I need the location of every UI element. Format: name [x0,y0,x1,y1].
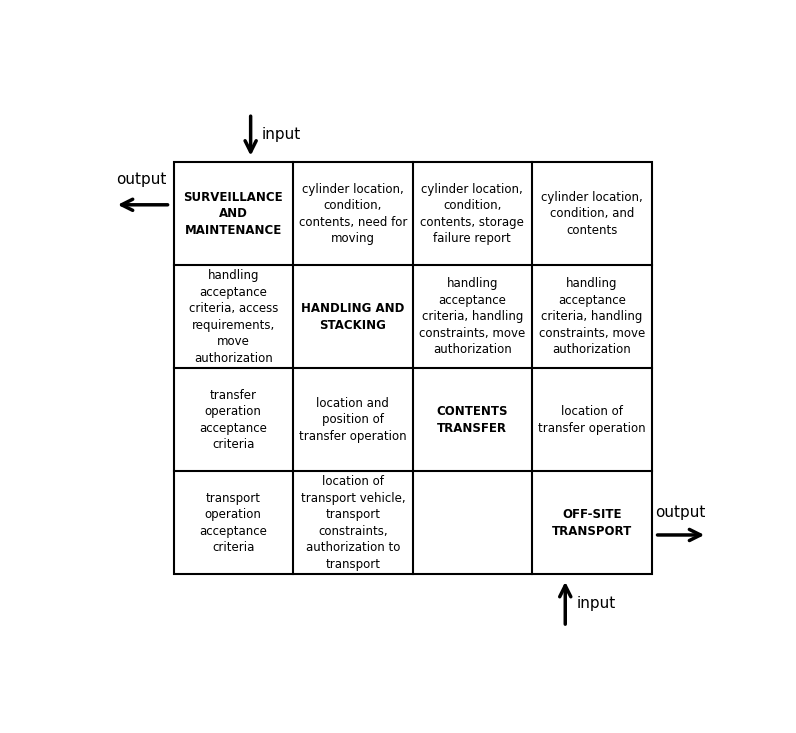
Text: handling
acceptance
criteria, handling
constraints, move
authorization: handling acceptance criteria, handling c… [539,278,645,356]
Text: handling
acceptance
criteria, handling
constraints, move
authorization: handling acceptance criteria, handling c… [419,278,525,356]
Text: cylinder location,
condition,
contents, storage
failure report: cylinder location, condition, contents, … [420,183,525,246]
Text: output: output [655,505,706,520]
Text: transport
operation
acceptance
criteria: transport operation acceptance criteria [199,492,267,554]
Text: input: input [576,596,615,611]
Text: transfer
operation
acceptance
criteria: transfer operation acceptance criteria [199,388,267,452]
Text: location and
position of
transfer operation: location and position of transfer operat… [299,397,407,443]
Text: CONTENTS
TRANSFER: CONTENTS TRANSFER [436,405,508,435]
Text: HANDLING AND
STACKING: HANDLING AND STACKING [301,302,404,332]
Text: location of
transfer operation: location of transfer operation [538,405,646,435]
Text: location of
transport vehicle,
transport
constraints,
authorization to
transport: location of transport vehicle, transport… [301,475,405,571]
Text: cylinder location,
condition,
contents, need for
moving: cylinder location, condition, contents, … [298,183,407,246]
Text: OFF-SITE
TRANSPORT: OFF-SITE TRANSPORT [552,508,632,538]
Text: cylinder location,
condition, and
contents: cylinder location, condition, and conten… [541,191,642,237]
Text: output: output [116,172,166,187]
Bar [174,163,652,575]
Text: handling
acceptance
criteria, access
requirements,
move
authorization: handling acceptance criteria, access req… [189,269,278,365]
Text: input: input [262,127,301,141]
Text: SURVEILLANCE
AND
MAINTENANCE: SURVEILLANCE AND MAINTENANCE [183,191,283,237]
